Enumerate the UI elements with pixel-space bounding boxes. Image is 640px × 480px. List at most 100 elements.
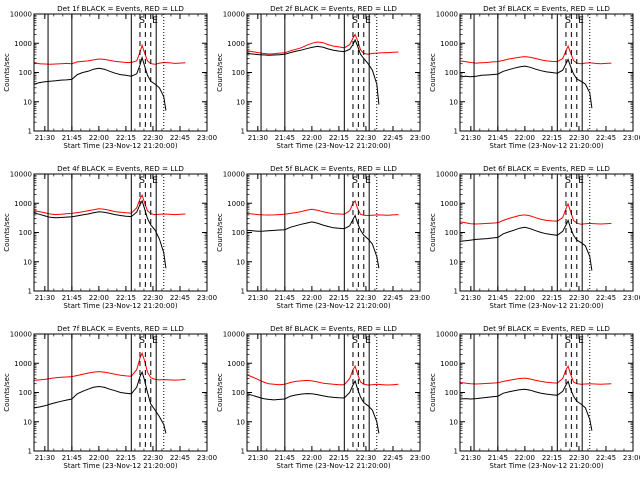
y-tick-label: 10 <box>23 418 32 426</box>
x-tick-label: 23:00 <box>410 294 430 302</box>
x-axis-label: Start Time (23-Nov-12 21:20:00) <box>489 302 603 310</box>
events-series-line <box>34 55 167 111</box>
x-tick-label: 22:00 <box>515 294 535 302</box>
x-tick-label: 21:30 <box>35 134 55 142</box>
events-series-line <box>34 370 167 434</box>
x-tick-label: 22:45 <box>383 294 403 302</box>
plot-frame <box>459 173 634 292</box>
x-tick-label: 22:15 <box>116 294 136 302</box>
y-tick-label: 100 <box>19 389 32 397</box>
start-annotation: S <box>139 336 145 346</box>
y-tick-label: 10000 <box>223 331 245 339</box>
y-tick-label: 100 <box>232 229 245 237</box>
plot-frame <box>33 13 208 132</box>
x-tick-label: 22:00 <box>89 134 109 142</box>
x-tick-label: 22:15 <box>116 454 136 462</box>
y-tick-label: 1 <box>28 128 32 136</box>
lld-series-line <box>460 364 612 385</box>
x-axis-label: Start Time (23-Nov-12 21:20:00) <box>276 462 390 470</box>
y-tick-label: 10000 <box>10 171 32 179</box>
series-group <box>460 202 612 271</box>
y-tick-label: 1 <box>454 128 458 136</box>
x-tick-label: 23:00 <box>197 294 217 302</box>
plot-frame <box>459 333 634 452</box>
detector-panel-7: Det 7f BLACK = Events, RED = LLD S E 1 10 100… <box>3 324 217 470</box>
x-tick-label: 22:45 <box>596 134 616 142</box>
series-group <box>460 44 612 109</box>
x-tick-label: 22:45 <box>596 294 616 302</box>
y-tick-label: 1000 <box>440 360 458 368</box>
series-group <box>34 351 186 434</box>
events-series-line <box>247 38 380 105</box>
x-tick-label: 22:30 <box>143 454 163 462</box>
series-group <box>247 199 399 269</box>
x-tick-label: 22:00 <box>89 454 109 462</box>
x-tick-label: 21:30 <box>248 454 268 462</box>
plot-frame <box>246 13 421 132</box>
x-tick-label: 22:30 <box>356 294 376 302</box>
panel-title: Det 1f BLACK = Events, RED = LLD <box>57 4 184 13</box>
y-tick-label: 10 <box>23 258 32 266</box>
x-axis-label: Start Time (23-Nov-12 21:20:00) <box>489 142 603 150</box>
y-tick-label: 1 <box>28 448 32 456</box>
x-tick-label: 22:00 <box>515 454 535 462</box>
detector-panel-1: Det 1f BLACK = Events, RED = LLD S E 1 10 100… <box>3 4 217 150</box>
x-tick-label: 21:30 <box>35 454 55 462</box>
events-series-line <box>460 219 593 271</box>
start-annotation: S <box>565 336 571 346</box>
panel-title: Det 6f BLACK = Events, RED = LLD <box>483 164 610 173</box>
x-tick-label: 22:15 <box>542 294 562 302</box>
x-tick-label: 22:45 <box>596 454 616 462</box>
detector-panel-2: Det 2f BLACK = Events, RED = LLD S E 1 10 100… <box>216 4 430 150</box>
start-annotation: S <box>352 336 358 346</box>
detector-panel-8: Det 8f BLACK = Events, RED = LLD S E 1 10 100… <box>216 324 430 470</box>
series-group <box>247 33 399 105</box>
end-annotation: E <box>152 336 158 346</box>
panel-title: Det 2f BLACK = Events, RED = LLD <box>270 4 397 13</box>
x-tick-label: 21:30 <box>461 294 481 302</box>
detector-panel-5: Det 5f BLACK = Events, RED = LLD S E 1 10 100… <box>216 164 430 310</box>
panel-title: Det 3f BLACK = Events, RED = LLD <box>483 4 610 13</box>
y-tick-label: 100 <box>445 389 458 397</box>
detector-panel-3: Det 3f BLACK = Events, RED = LLD S E 1 10 100… <box>429 4 640 150</box>
start-annotation: S <box>565 176 571 186</box>
x-tick-label: 22:45 <box>170 294 190 302</box>
panel-title: Det 7f BLACK = Events, RED = LLD <box>57 324 184 333</box>
detector-panel-9: Det 9f BLACK = Events, RED = LLD S E 1 10 100… <box>429 324 640 470</box>
events-series-line <box>34 199 167 269</box>
panel-title: Det 8f BLACK = Events, RED = LLD <box>270 324 397 333</box>
end-annotation: E <box>152 16 158 26</box>
end-annotation: E <box>365 16 371 26</box>
y-tick-label: 100 <box>19 69 32 77</box>
x-tick-label: 21:30 <box>461 454 481 462</box>
lld-series-line <box>34 193 186 216</box>
plot-frame <box>459 13 634 132</box>
y-tick-label: 1000 <box>14 40 32 48</box>
end-annotation: E <box>578 16 584 26</box>
start-annotation: S <box>352 16 358 26</box>
y-tick-label: 100 <box>445 229 458 237</box>
x-tick-label: 21:45 <box>275 134 295 142</box>
y-axis-label: Counts/sec <box>216 213 224 252</box>
detector-panel-4: Det 4f BLACK = Events, RED = LLD S E 1 10 100… <box>3 164 217 310</box>
x-tick-label: 22:00 <box>89 294 109 302</box>
x-tick-label: 21:45 <box>62 294 82 302</box>
plot-frame <box>246 173 421 292</box>
y-tick-label: 100 <box>232 389 245 397</box>
x-tick-label: 22:15 <box>329 134 349 142</box>
y-tick-label: 10 <box>236 418 245 426</box>
y-axis-label: Counts/sec <box>216 53 224 92</box>
y-tick-label: 1000 <box>14 200 32 208</box>
x-tick-label: 22:15 <box>329 294 349 302</box>
lld-series-line <box>460 44 612 65</box>
y-tick-label: 10000 <box>223 171 245 179</box>
lld-series-line <box>34 43 186 65</box>
x-tick-label: 22:45 <box>383 454 403 462</box>
x-tick-label: 22:15 <box>329 454 349 462</box>
y-tick-label: 1 <box>241 448 245 456</box>
time-markers <box>47 334 165 451</box>
time-markers <box>473 174 591 291</box>
x-tick-label: 21:45 <box>62 134 82 142</box>
x-axis-label: Start Time (23-Nov-12 21:20:00) <box>489 462 603 470</box>
x-tick-label: 22:00 <box>302 454 322 462</box>
